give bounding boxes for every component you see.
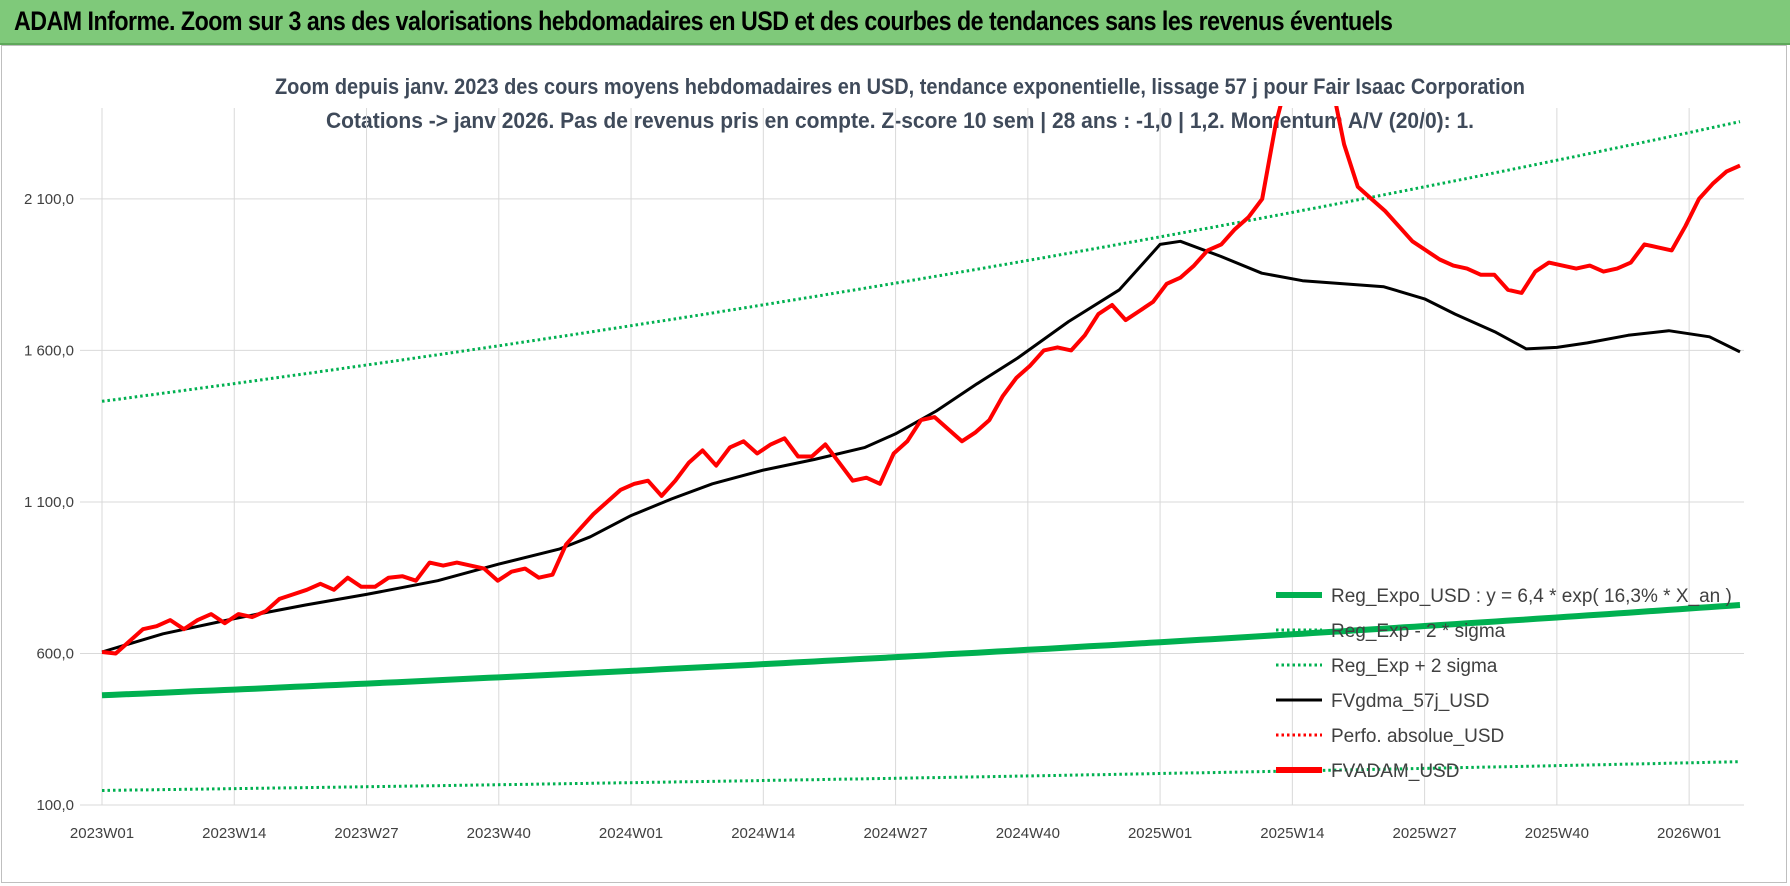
x-tick-label: 2024W14 (731, 825, 795, 842)
x-tick-label: 2023W27 (334, 825, 398, 842)
x-tick-label: 2024W27 (863, 825, 927, 842)
y-tick-label: 100,0 (36, 797, 74, 814)
legend-label: Reg_Expo_USD : y = 6,4 * exp( 16,3% * X_… (1331, 586, 1732, 607)
x-tick-label: 2025W40 (1525, 825, 1589, 842)
x-tick-label: 2023W14 (202, 825, 266, 842)
x-tick-label: 2026W01 (1657, 825, 1721, 842)
y-tick-label: 1 100,0 (24, 494, 74, 511)
y-tick-label: 1 600,0 (24, 342, 74, 359)
x-tick-label: 2023W01 (70, 825, 134, 842)
legend-label: FVgdma_57j_USD (1331, 691, 1489, 712)
x-tick-label: 2025W01 (1128, 825, 1192, 842)
y-tick-label: 2 100,0 (24, 191, 74, 208)
x-tick-label: 2023W40 (467, 825, 531, 842)
x-tick-label: 2025W14 (1260, 825, 1324, 842)
report-header: ADAM Informe. Zoom sur 3 ans des valoris… (0, 0, 1790, 45)
series-reg-exp-plus-2-sigma (101, 120, 1741, 403)
series-fvgdma-57j-usd (101, 239, 1741, 654)
report-title: ADAM Informe. Zoom sur 3 ans des valoris… (14, 6, 1393, 36)
x-tick-label: 2024W01 (599, 825, 663, 842)
chart-frame (1, 45, 1787, 883)
chart-subtitle: Cotations -> janv 2026. Pas de revenus p… (326, 108, 1474, 133)
legend-label: Reg_Exp + 2 sigma (1331, 656, 1498, 677)
legend-label: Perfo. absolue_USD (1331, 726, 1504, 747)
x-tick-label: 2024W40 (996, 825, 1060, 842)
series-reg-exp-minus-2-sigma (101, 760, 1741, 792)
legend-label: FVADAM_USD (1331, 761, 1459, 782)
legend-label: Reg_Exp - 2 * sigma (1331, 621, 1506, 642)
x-tick-label: 2025W27 (1392, 825, 1456, 842)
y-tick-label: 600,0 (36, 645, 74, 662)
series-reg-expo-usd (101, 602, 1741, 699)
chart-title: Zoom depuis janv. 2023 des cours moyens … (275, 74, 1525, 99)
legend: Reg_Expo_USD : y = 6,4 * exp( 16,3% * X_… (1276, 586, 1732, 782)
series-fvadam-usd (101, 106, 1741, 656)
